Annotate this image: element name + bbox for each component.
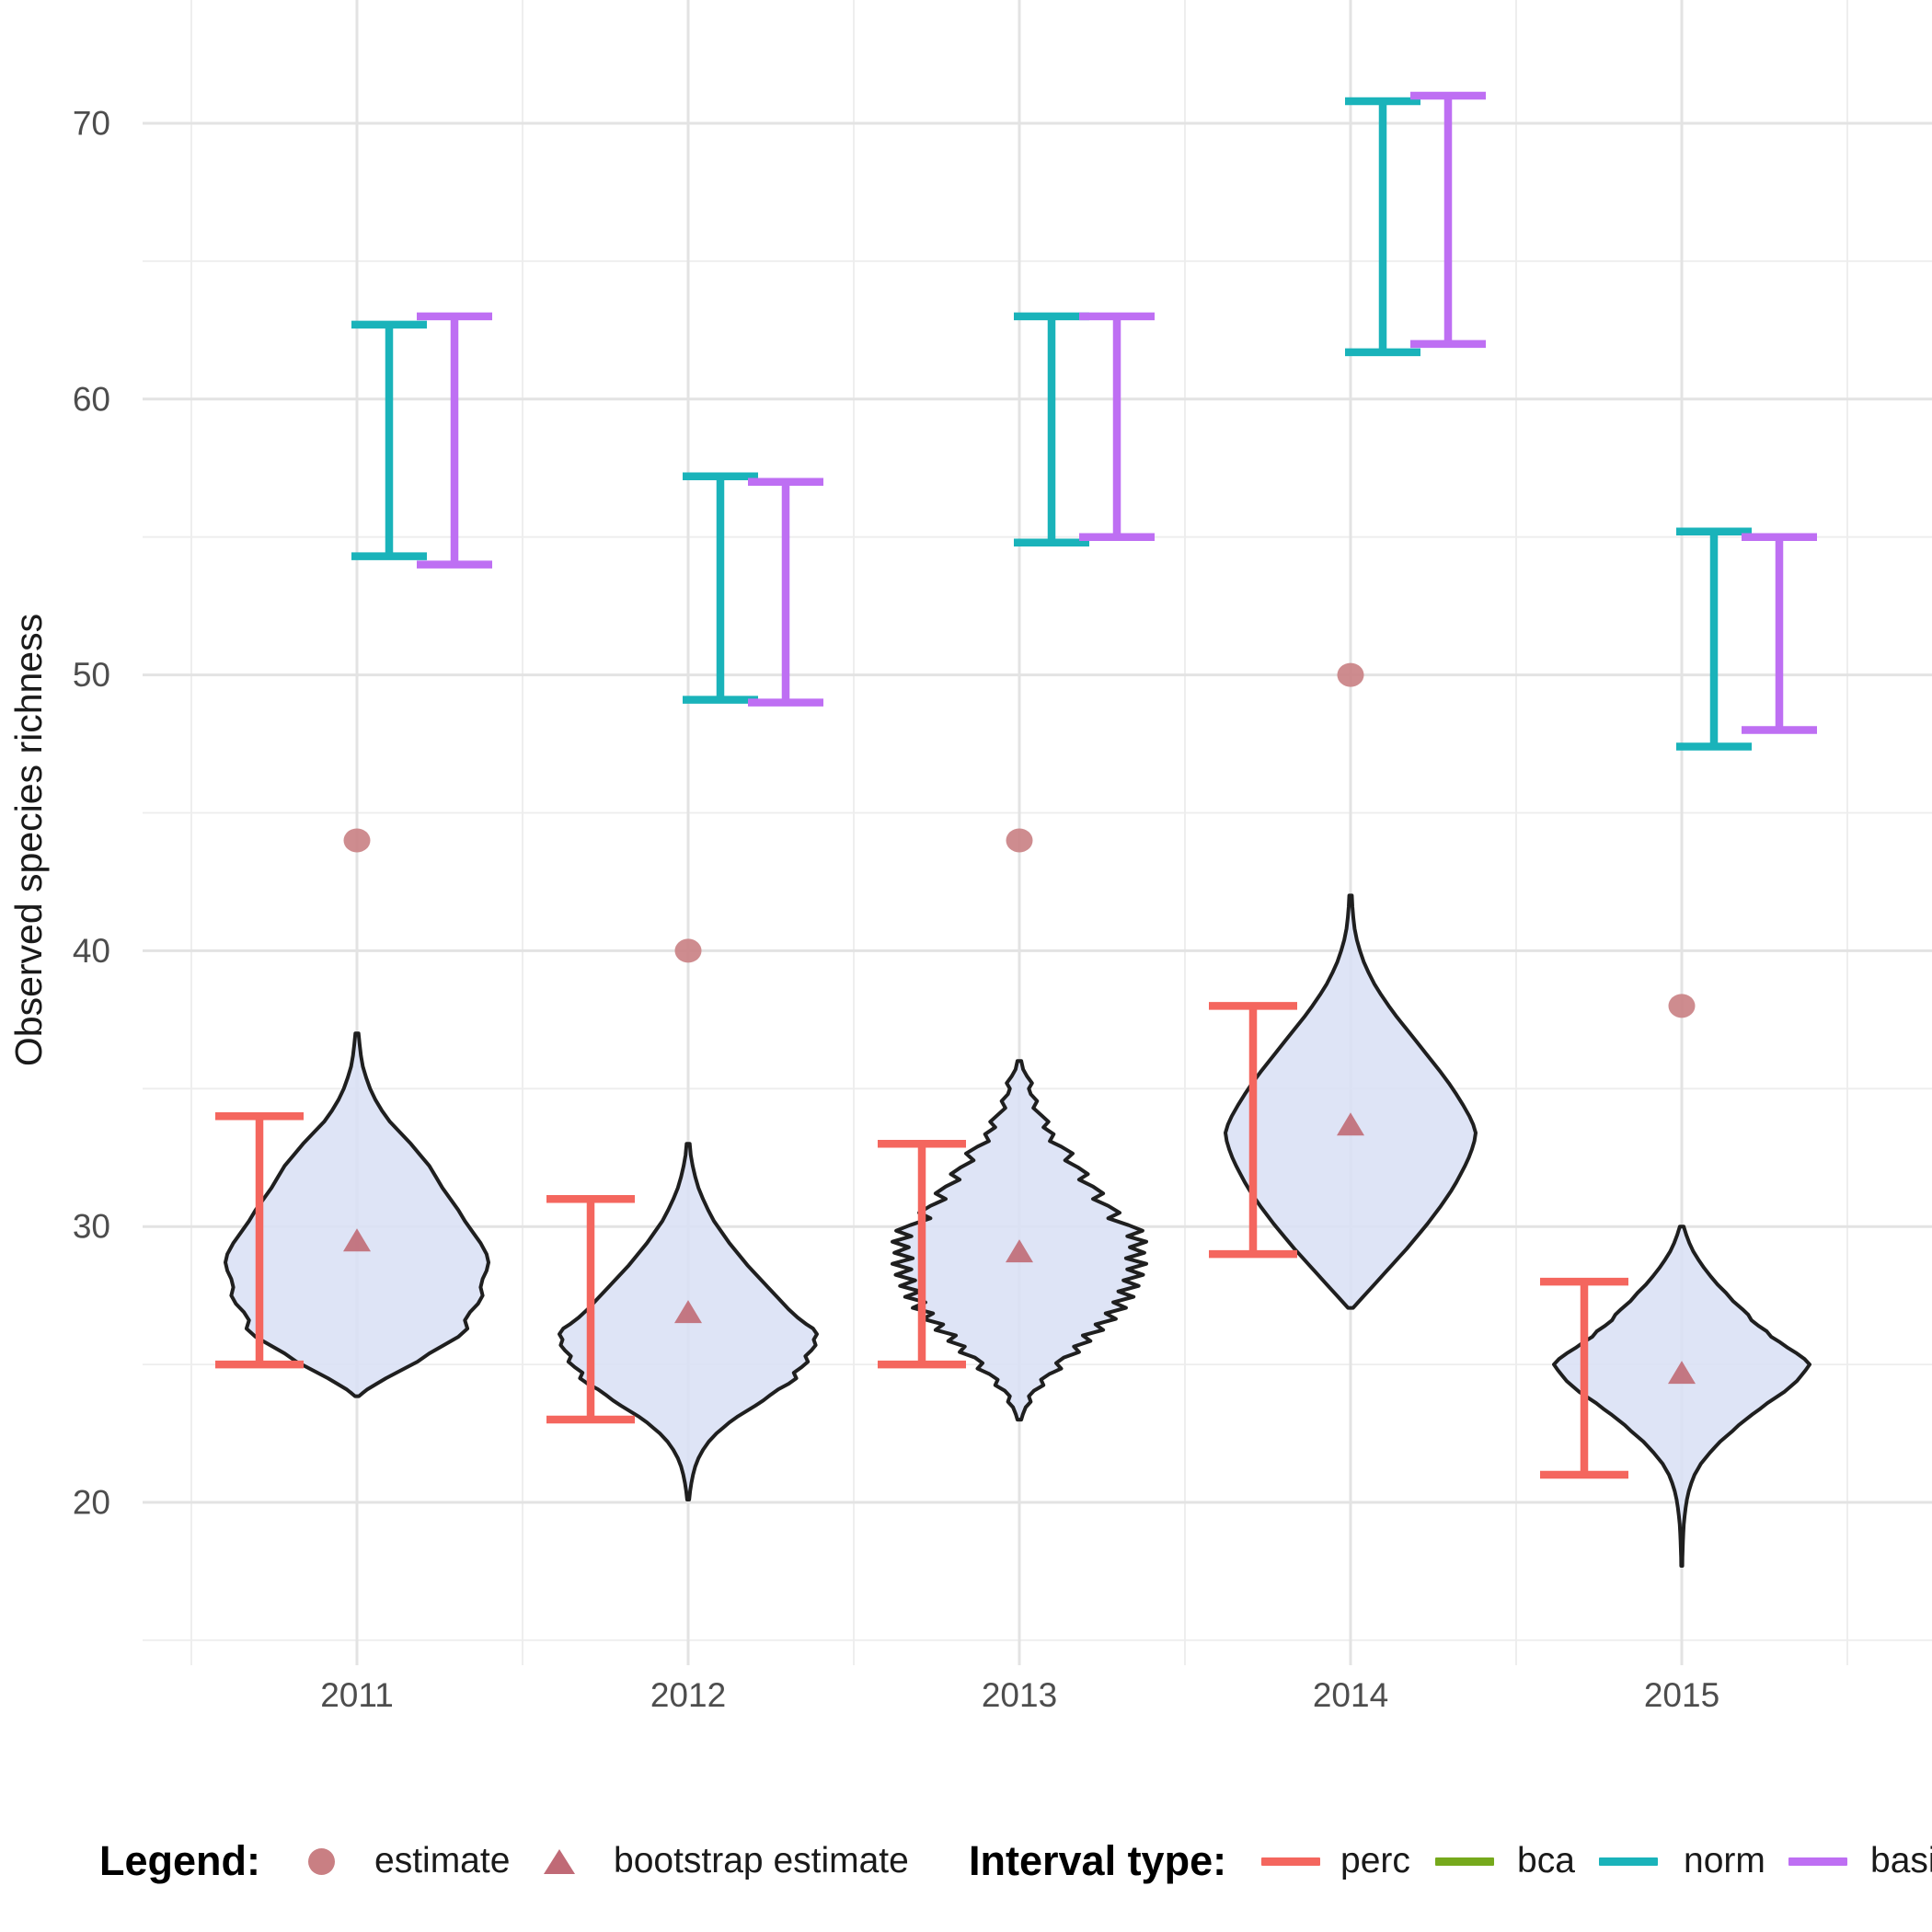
x-tick-label-2011: 2011 xyxy=(320,1676,394,1714)
norm-interval-2012 xyxy=(683,472,758,704)
perc-interval-2012 xyxy=(546,1194,635,1424)
y-tick-label-70: 70 xyxy=(73,105,110,143)
legend-row: Legend: estimate bootstrap estimate Inte… xyxy=(0,1826,1932,1896)
y-axis-title: Observed species richness xyxy=(7,614,50,1066)
x-tick-label-2012: 2012 xyxy=(650,1676,726,1714)
estimate-point-2014 xyxy=(1337,662,1364,687)
bootstrap-point-2014 xyxy=(1337,1112,1364,1136)
norm-key-icon xyxy=(1599,1826,1658,1896)
bootstrap-estimate-key-icon xyxy=(544,1826,575,1896)
estimate-key-label: estimate xyxy=(374,1841,511,1880)
basic-interval-2011 xyxy=(417,312,492,569)
x-tick-label-2013: 2013 xyxy=(982,1676,1057,1714)
estimate-point-2011 xyxy=(343,828,371,853)
bca-key-label: bca xyxy=(1517,1841,1575,1880)
bootstrap-point-2013 xyxy=(1006,1239,1033,1263)
perc-key-label: perc xyxy=(1340,1841,1410,1880)
y-tick-label-60: 60 xyxy=(73,380,110,418)
perc-interval-2013 xyxy=(878,1140,966,1369)
x-tick-label-2015: 2015 xyxy=(1644,1676,1719,1714)
bootstrap-point-2011 xyxy=(343,1228,371,1252)
interval-type-title: Interval type: xyxy=(969,1837,1227,1884)
violin-2015 xyxy=(1552,1225,1811,1568)
x-tick-label-2014: 2014 xyxy=(1313,1676,1388,1714)
estimate-point-2012 xyxy=(674,938,702,963)
basic-interval-2014 xyxy=(1410,91,1486,349)
estimate-point-2015 xyxy=(1668,994,1696,1018)
y-tick-label-20: 20 xyxy=(73,1484,110,1522)
basic-interval-2015 xyxy=(1742,533,1817,734)
perc-interval-2011 xyxy=(215,1112,304,1369)
legend-title: Legend: xyxy=(99,1837,260,1884)
perc-interval-2015 xyxy=(1540,1277,1628,1479)
norm-interval-2011 xyxy=(351,320,427,560)
bca-key-icon xyxy=(1435,1826,1494,1896)
violin-plot-panel: 20 30 40 50 60 70 2011 2012 2013 2014 2015 Observed… xyxy=(7,0,1932,1714)
norm-key-label: norm xyxy=(1684,1841,1765,1880)
perc-key-icon xyxy=(1261,1826,1320,1896)
bootstrap-point-2015 xyxy=(1668,1361,1696,1385)
norm-interval-2015 xyxy=(1676,527,1752,751)
estimate-key-icon xyxy=(308,1826,335,1896)
perc-interval-2014 xyxy=(1209,1002,1297,1259)
norm-interval-2013 xyxy=(1014,312,1089,546)
bootstrap-estimate-key-label: bootstrap estimate xyxy=(614,1841,909,1880)
violin-2014 xyxy=(1224,893,1478,1310)
y-tick-label-40: 40 xyxy=(73,932,110,970)
basic-key-icon xyxy=(1788,1826,1847,1896)
estimate-point-2013 xyxy=(1006,828,1033,853)
y-tick-label-50: 50 xyxy=(73,656,110,694)
basic-key-label: basic xyxy=(1870,1841,1932,1880)
norm-interval-2014 xyxy=(1345,97,1420,357)
basic-interval-2013 xyxy=(1079,312,1155,541)
bootstrap-point-2012 xyxy=(674,1300,702,1324)
y-tick-label-30: 30 xyxy=(73,1208,110,1246)
basic-interval-2012 xyxy=(748,477,823,707)
violin-2011 xyxy=(224,1031,490,1398)
